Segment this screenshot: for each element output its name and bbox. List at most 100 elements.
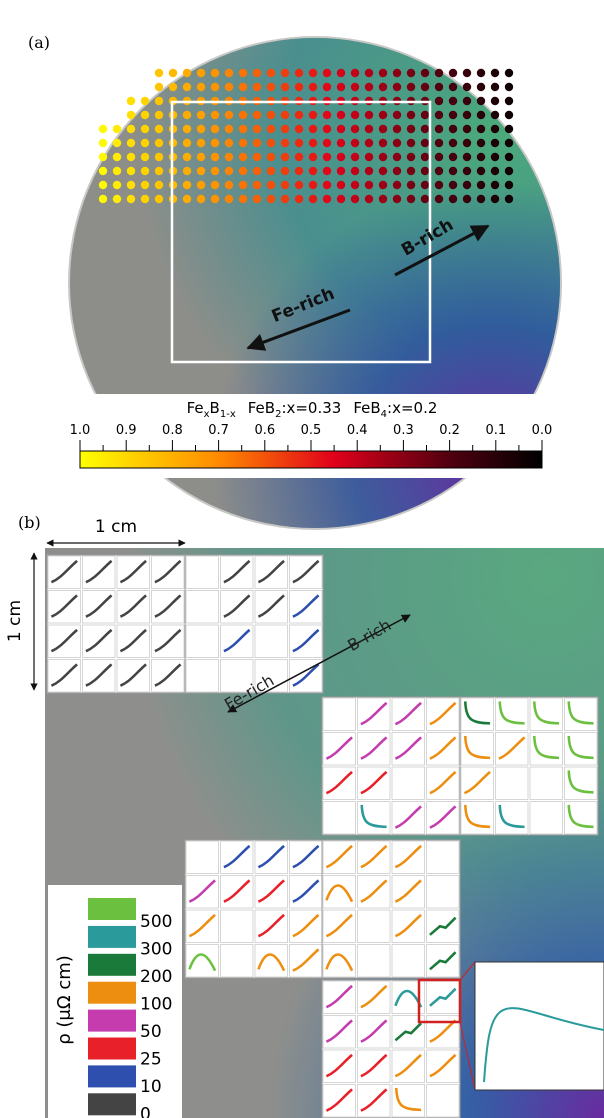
dot — [490, 138, 500, 148]
tile-curve — [360, 1019, 388, 1043]
dot — [434, 124, 444, 134]
tile-curve — [429, 736, 457, 760]
dot — [476, 96, 486, 106]
dot — [280, 68, 290, 78]
scale-label: 1 cm — [95, 517, 137, 537]
tile — [529, 766, 563, 800]
dot — [308, 82, 318, 92]
title-part: FeB — [248, 399, 275, 417]
tick-label: 0.9 — [116, 423, 137, 438]
dot — [126, 152, 136, 162]
tile-curve — [188, 913, 216, 938]
dot — [308, 166, 318, 176]
tile-curve — [223, 594, 251, 618]
tile-curve — [119, 628, 147, 653]
dot — [266, 180, 276, 190]
tile — [220, 909, 254, 943]
tile-curve — [394, 913, 422, 938]
tile-curve — [154, 594, 182, 618]
legend-label: 500 — [140, 912, 172, 932]
dot — [280, 194, 290, 204]
dot — [252, 166, 262, 176]
dot — [336, 138, 346, 148]
dot — [252, 124, 262, 134]
dot — [140, 152, 150, 162]
dot — [462, 110, 472, 120]
tile-curve — [360, 804, 387, 829]
dot — [210, 124, 220, 134]
dot — [224, 194, 234, 204]
dot — [196, 166, 206, 176]
dot — [168, 82, 178, 92]
dot — [406, 166, 416, 176]
tile-curve — [257, 559, 285, 584]
dot — [448, 96, 458, 106]
dot — [280, 124, 290, 134]
dot — [448, 152, 458, 162]
dot — [126, 96, 136, 106]
dot — [266, 124, 276, 134]
dot — [238, 82, 248, 92]
dot — [112, 166, 122, 176]
title-part: 1-x — [220, 409, 236, 420]
dot — [420, 82, 430, 92]
tile-curve — [292, 879, 320, 903]
dot — [98, 194, 108, 204]
tile-curve — [325, 913, 353, 938]
tile-curve — [223, 844, 251, 869]
dot — [126, 138, 136, 148]
zoom-line — [459, 961, 476, 981]
tick-label: 0.2 — [439, 423, 460, 438]
tile — [391, 766, 425, 800]
dot — [252, 138, 262, 148]
dot — [476, 180, 486, 190]
dot — [378, 194, 388, 204]
dot — [266, 138, 276, 148]
dot — [140, 166, 150, 176]
dot — [392, 194, 402, 204]
dot — [462, 166, 472, 176]
tile-curve — [429, 770, 457, 795]
dot — [434, 110, 444, 120]
tile — [322, 944, 356, 978]
dot — [196, 68, 206, 78]
dot — [322, 152, 332, 162]
dot — [476, 82, 486, 92]
tile-curve — [85, 628, 113, 653]
tile — [220, 944, 254, 978]
tile-curve — [50, 628, 78, 653]
dot — [364, 166, 374, 176]
dot — [378, 110, 388, 120]
dot — [266, 152, 276, 162]
tile-curve — [257, 913, 285, 938]
tile-curve — [498, 804, 525, 829]
dot — [266, 194, 276, 204]
dot — [140, 110, 150, 120]
dot — [98, 152, 108, 162]
tile-curve — [394, 1022, 422, 1042]
dot — [252, 110, 262, 120]
dot — [336, 180, 346, 190]
dot — [252, 180, 262, 190]
dot — [182, 68, 192, 78]
tile-curve — [223, 879, 251, 903]
tile-curve — [394, 736, 422, 760]
dot — [182, 152, 192, 162]
dot — [378, 152, 388, 162]
panel-label: (a) — [28, 33, 50, 52]
legend-label: 100 — [140, 995, 172, 1015]
tile — [322, 875, 356, 909]
dot — [336, 166, 346, 176]
dot — [210, 82, 220, 92]
tile-curve — [325, 1053, 353, 1078]
tile-curve — [360, 879, 388, 903]
dot — [210, 68, 220, 78]
dot — [350, 110, 360, 120]
tile — [426, 1084, 460, 1118]
tile-curve — [360, 1053, 388, 1078]
dot — [224, 166, 234, 176]
dot — [476, 166, 486, 176]
dot — [140, 180, 150, 190]
tile-curve — [325, 984, 353, 1009]
dot — [280, 166, 290, 176]
